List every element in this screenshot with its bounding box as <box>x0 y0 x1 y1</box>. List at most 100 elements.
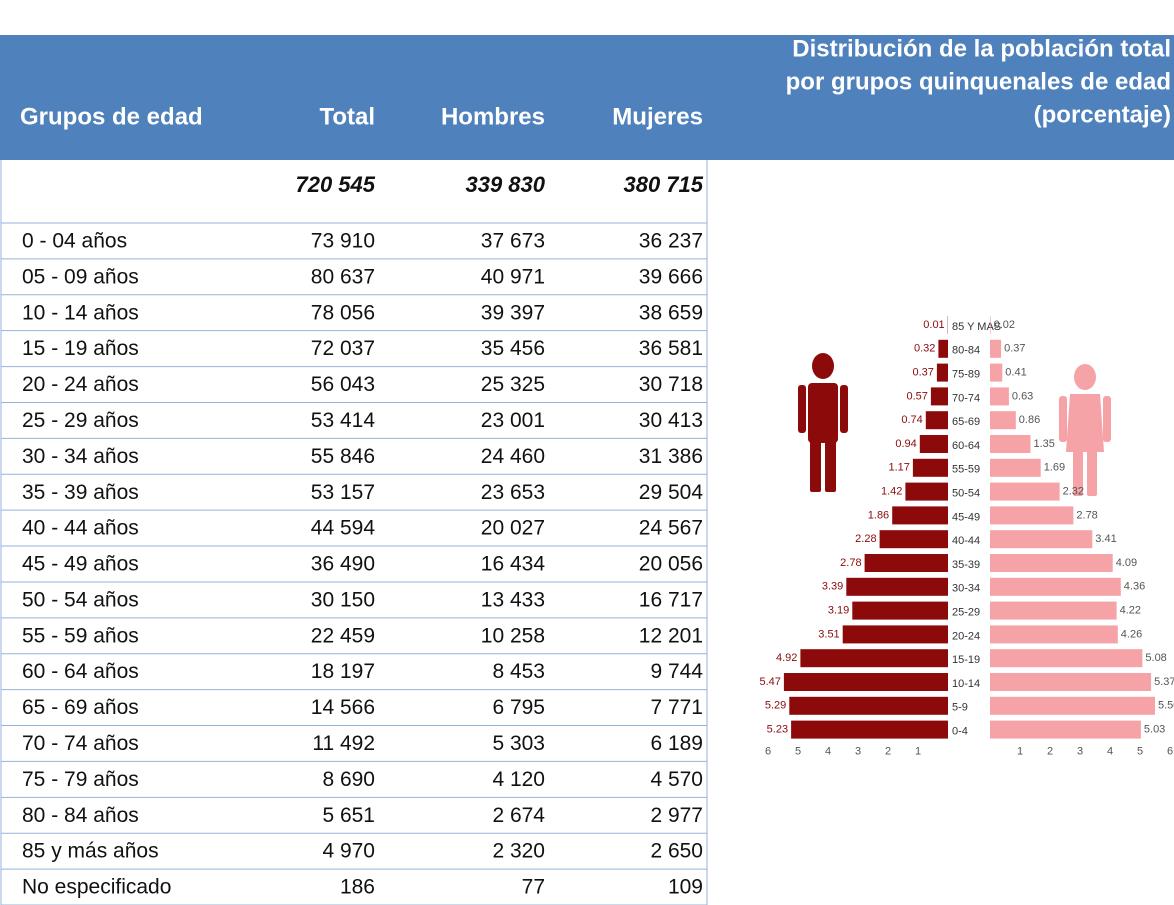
number-cell: 40 971 <box>481 265 545 288</box>
female-bar <box>990 625 1118 644</box>
female-value-label: 0.63 <box>1012 390 1033 402</box>
age-group-cell: 30 - 34 años <box>22 445 139 468</box>
age-group-cell: 05 - 09 años <box>22 265 139 288</box>
number-cell: 5 651 <box>322 804 375 827</box>
male-value-label: 1.17 <box>888 462 909 474</box>
male-bar <box>892 506 948 525</box>
male-bar <box>864 554 948 572</box>
number-cell: 9 744 <box>650 660 703 683</box>
number-cell: 53 414 <box>311 409 376 432</box>
male-bar <box>905 482 948 501</box>
number-cell: 39 397 <box>481 301 545 324</box>
number-cell: 16 434 <box>481 553 546 576</box>
male-value-label: 2.28 <box>855 533 876 545</box>
chart-title-line: Distribución de la población total <box>792 35 1171 62</box>
male-value-label: 0.74 <box>901 414 922 426</box>
x-tick-label: 4 <box>1107 745 1113 757</box>
total-cell: 339 830 <box>465 172 545 197</box>
female-value-label: 2.78 <box>1076 509 1097 521</box>
total-cell: 380 715 <box>623 172 703 197</box>
male-bar <box>791 720 948 739</box>
male-value-label: 1.86 <box>868 509 889 521</box>
female-value-label: 5.03 <box>1144 724 1165 736</box>
woman-icon <box>1059 364 1111 496</box>
column-header: Total <box>319 103 375 130</box>
female-bar <box>990 363 1003 382</box>
number-cell: 13 433 <box>481 588 545 611</box>
number-cell: 22 459 <box>311 624 375 647</box>
number-cell: 16 717 <box>639 588 703 611</box>
number-cell: 39 666 <box>639 265 703 288</box>
age-group-cell: 35 - 39 años <box>22 481 139 504</box>
age-label: 75-89 <box>952 369 980 381</box>
male-value-label: 0.32 <box>914 343 935 355</box>
age-group-cell: 85 y más años <box>22 840 159 863</box>
number-cell: 7 771 <box>650 696 703 719</box>
male-value-label: 3.19 <box>828 605 849 617</box>
x-tick-label: 4 <box>825 745 831 757</box>
age-group-cell: 0 - 04 años <box>22 229 127 252</box>
number-cell: 25 325 <box>481 373 545 396</box>
age-group-cell: 15 - 19 años <box>22 337 139 360</box>
female-bar <box>990 411 1016 430</box>
number-cell: 31 386 <box>639 445 703 468</box>
male-bar <box>930 387 948 406</box>
number-cell: 24 460 <box>481 445 545 468</box>
column-header: Mujeres <box>612 103 703 130</box>
male-value-label: 0.94 <box>895 438 916 450</box>
male-bar <box>938 339 948 358</box>
number-cell: 23 653 <box>481 481 545 504</box>
age-label: 0-4 <box>952 726 968 738</box>
female-bar <box>990 601 1117 620</box>
female-value-label: 0.02 <box>994 319 1015 331</box>
female-value-label: 3.41 <box>1095 533 1116 545</box>
female-value-label: 5.08 <box>1145 652 1166 664</box>
column-header: Grupos de edad <box>20 103 203 130</box>
male-bar <box>919 435 948 453</box>
male-value-label: 5.23 <box>767 724 788 736</box>
age-group-cell: 10 - 14 años <box>22 301 139 324</box>
number-cell: 2 977 <box>650 804 703 827</box>
number-cell: 186 <box>340 876 375 899</box>
age-group-cell: 25 - 29 años <box>22 409 139 432</box>
male-value-label: 4.92 <box>776 652 797 664</box>
number-cell: 4 570 <box>650 768 703 791</box>
x-tick-label: 1 <box>915 745 921 757</box>
number-cell: 30 413 <box>639 409 703 432</box>
age-label: 15-19 <box>952 654 980 666</box>
x-tick-label: 3 <box>1077 745 1083 757</box>
number-cell: 6 189 <box>650 732 703 755</box>
male-bar <box>912 458 948 477</box>
age-label: 10-14 <box>952 678 980 690</box>
female-bar <box>990 696 1155 715</box>
female-value-label: 5.37 <box>1154 676 1174 688</box>
male-bar <box>925 411 948 430</box>
number-cell: 38 659 <box>639 301 703 324</box>
chart-title-line: (porcentaje) <box>1034 101 1171 128</box>
female-value-label: 5.50 <box>1158 700 1174 712</box>
number-cell: 72 037 <box>311 337 375 360</box>
number-cell: 20 027 <box>481 517 545 540</box>
male-bar <box>852 601 948 620</box>
column-header: Hombres <box>441 103 545 130</box>
x-tick-label: 5 <box>1137 745 1143 757</box>
x-tick-label: 6 <box>765 745 771 757</box>
female-value-label: 4.36 <box>1124 581 1145 593</box>
number-cell: 11 492 <box>312 732 375 755</box>
age-group-cell: No especificado <box>22 876 171 899</box>
number-cell: 35 456 <box>481 337 545 360</box>
male-value-label: 0.37 <box>912 367 933 379</box>
number-cell: 12 201 <box>639 624 703 647</box>
number-cell: 2 650 <box>650 840 703 863</box>
age-group-cell: 75 - 79 años <box>22 768 139 791</box>
female-bar <box>990 387 1009 406</box>
male-value-label: 3.39 <box>822 581 843 593</box>
female-bar <box>990 458 1041 477</box>
female-bar <box>990 530 1093 549</box>
female-bar <box>990 316 991 334</box>
x-tick-label: 3 <box>855 745 861 757</box>
number-cell: 24 567 <box>639 517 703 540</box>
female-bar <box>990 339 1002 358</box>
age-group-cell: 45 - 49 años <box>22 553 139 576</box>
